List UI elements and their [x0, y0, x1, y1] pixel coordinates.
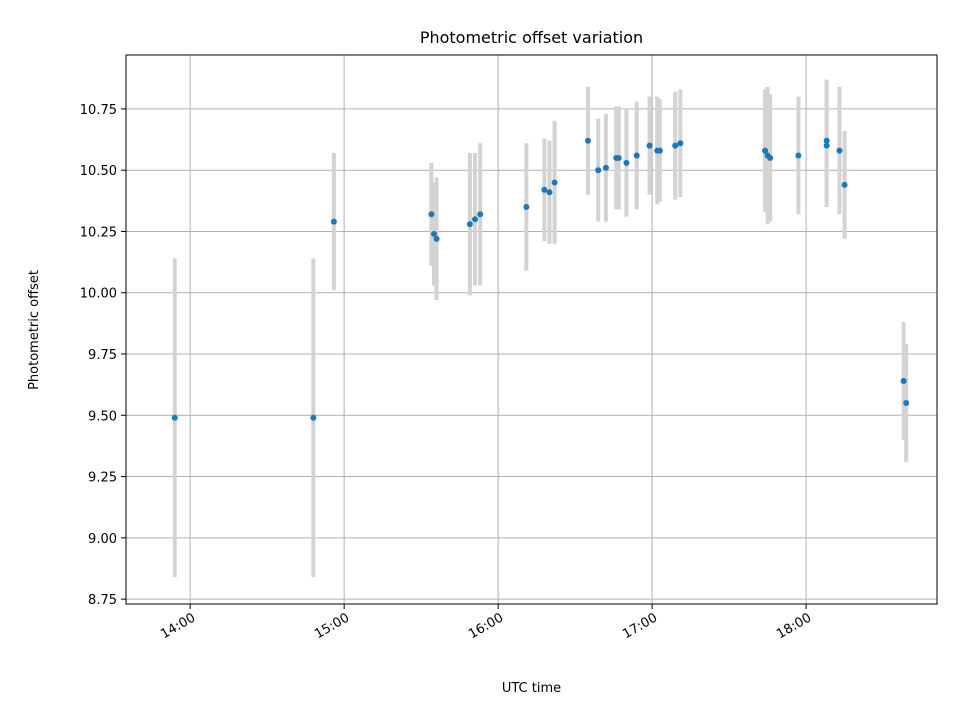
data-point — [523, 203, 530, 210]
data-point — [472, 216, 479, 223]
y-tick-label: 9.50 — [88, 409, 117, 424]
data-point — [823, 142, 830, 149]
data-point — [672, 142, 679, 149]
data-point — [171, 414, 178, 421]
data-point — [466, 221, 473, 228]
data-point — [841, 181, 848, 188]
chart-title: Photometric offset variation — [420, 28, 643, 47]
data-point — [900, 377, 907, 384]
data-point — [551, 179, 558, 186]
plot-frame — [125, 54, 938, 605]
data-point — [602, 164, 609, 171]
y-tick-label: 9.75 — [88, 348, 117, 363]
data-point — [477, 211, 484, 218]
y-tick-label: 9.25 — [88, 471, 117, 486]
data-point — [541, 186, 548, 193]
y-tick-label: 9.00 — [88, 532, 117, 547]
data-points — [171, 137, 910, 421]
data-point — [310, 414, 317, 421]
y-axis-label: Photometric offset — [27, 270, 42, 390]
data-point — [430, 230, 437, 237]
data-point — [330, 218, 337, 225]
data-point — [433, 235, 440, 242]
data-point — [656, 147, 663, 154]
y-tick-label: 10.75 — [80, 103, 117, 118]
data-point — [903, 400, 910, 407]
data-point — [646, 142, 653, 149]
y-tick-label: 10.00 — [80, 287, 117, 302]
y-tick-label: 10.50 — [80, 164, 117, 179]
data-point — [762, 147, 769, 154]
y-tick-label: 10.25 — [80, 225, 117, 240]
data-point — [795, 152, 802, 159]
data-point — [615, 154, 622, 161]
data-point — [823, 137, 830, 144]
data-point — [677, 140, 684, 147]
x-axis-label: UTC time — [502, 681, 561, 696]
data-point — [633, 152, 640, 159]
y-axis-ticks: 8.75 9.00 9.25 9.50 9.75 10.00 10.25 10.50 10.75 — [80, 103, 126, 608]
data-point — [595, 167, 602, 174]
data-point — [767, 154, 774, 161]
y-tick-label: 8.75 — [88, 593, 117, 608]
data-point — [836, 147, 843, 154]
data-point — [623, 159, 630, 166]
data-point — [546, 189, 553, 196]
grid — [126, 55, 937, 604]
data-point — [428, 211, 435, 218]
data-point — [584, 137, 591, 144]
